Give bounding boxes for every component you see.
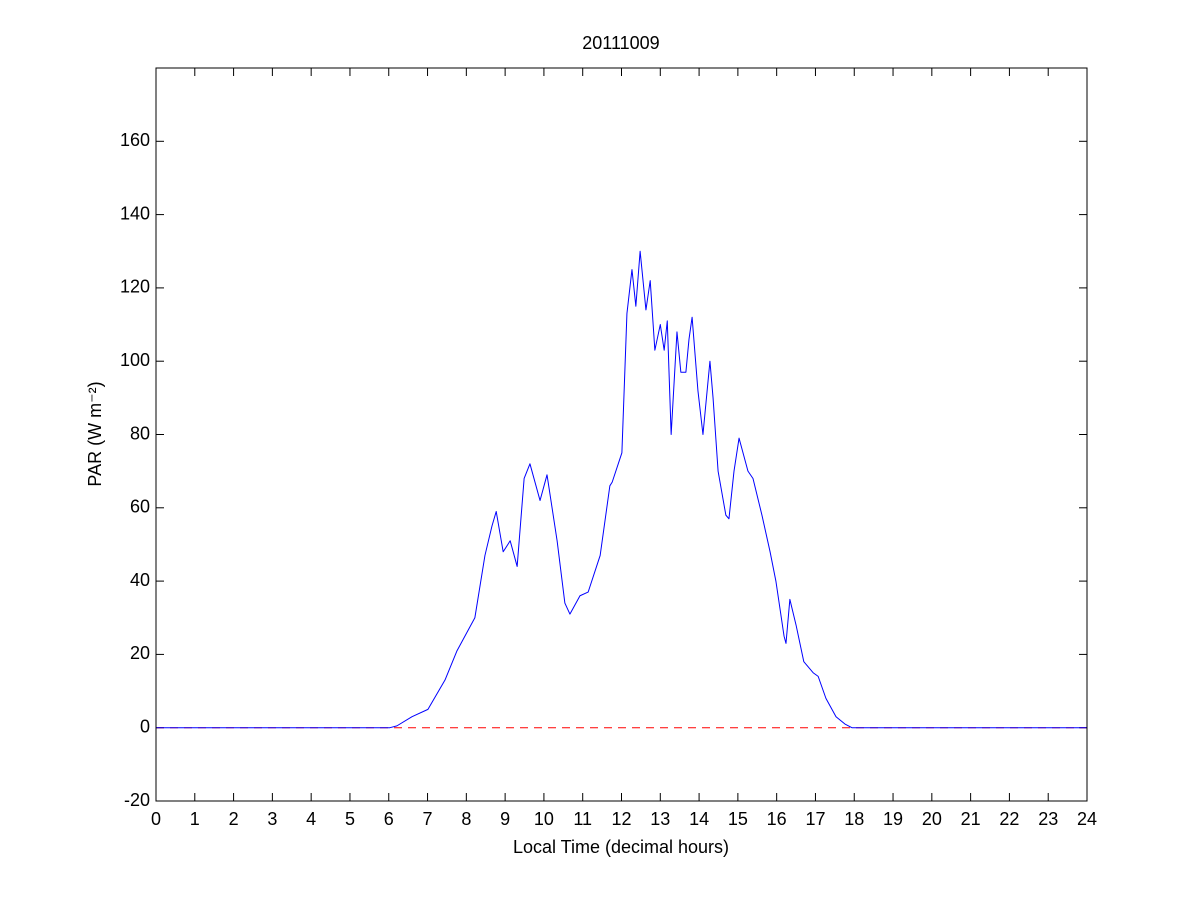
plot-frame	[155, 67, 1088, 802]
y-tick-label: 100	[120, 350, 150, 370]
y-axis-label: PAR (W m⁻²)	[85, 381, 105, 486]
x-tick-label: 2	[229, 809, 239, 829]
data-line	[156, 250, 1087, 729]
y-tick-label: 140	[120, 203, 150, 223]
y-tick-label: 0	[140, 716, 150, 736]
y-tick-label: 20	[130, 643, 150, 663]
x-tick-label: 24	[1077, 809, 1097, 829]
y-tick-label: -20	[124, 790, 150, 810]
x-tick-label: 3	[267, 809, 277, 829]
y-tick-label: 120	[120, 277, 150, 297]
x-tick-label: 23	[1038, 809, 1058, 829]
x-tick-label: 14	[689, 809, 709, 829]
y-tick-label: 160	[120, 130, 150, 150]
x-tick-label: 20	[922, 809, 942, 829]
x-tick-label: 4	[306, 809, 316, 829]
x-tick-label: 15	[728, 809, 748, 829]
x-tick-label: 16	[767, 809, 787, 829]
x-tick-label: 6	[384, 809, 394, 829]
x-tick-label: 19	[883, 809, 903, 829]
y-tick-label: 40	[130, 570, 150, 590]
chart-title: 20111009	[582, 33, 659, 53]
x-tick-label: 21	[961, 809, 981, 829]
x-tick-label: 7	[423, 809, 433, 829]
x-axis-label: Local Time (decimal hours)	[513, 837, 729, 857]
x-tick-label: 1	[190, 809, 200, 829]
x-tick-label: 10	[534, 809, 554, 829]
x-tick-label: 5	[345, 809, 355, 829]
x-tick-label: 13	[650, 809, 670, 829]
y-tick-label: 80	[130, 423, 150, 443]
x-tick-label: 17	[805, 809, 825, 829]
x-tick-label: 12	[611, 809, 631, 829]
x-tick-label: 0	[151, 809, 161, 829]
x-tick-label: 11	[573, 809, 592, 829]
x-tick-label: 22	[999, 809, 1019, 829]
x-tick-label: 9	[500, 809, 510, 829]
x-tick-label: 8	[461, 809, 471, 829]
y-tick-label: 60	[130, 497, 150, 517]
x-tick-label: 18	[844, 809, 864, 829]
